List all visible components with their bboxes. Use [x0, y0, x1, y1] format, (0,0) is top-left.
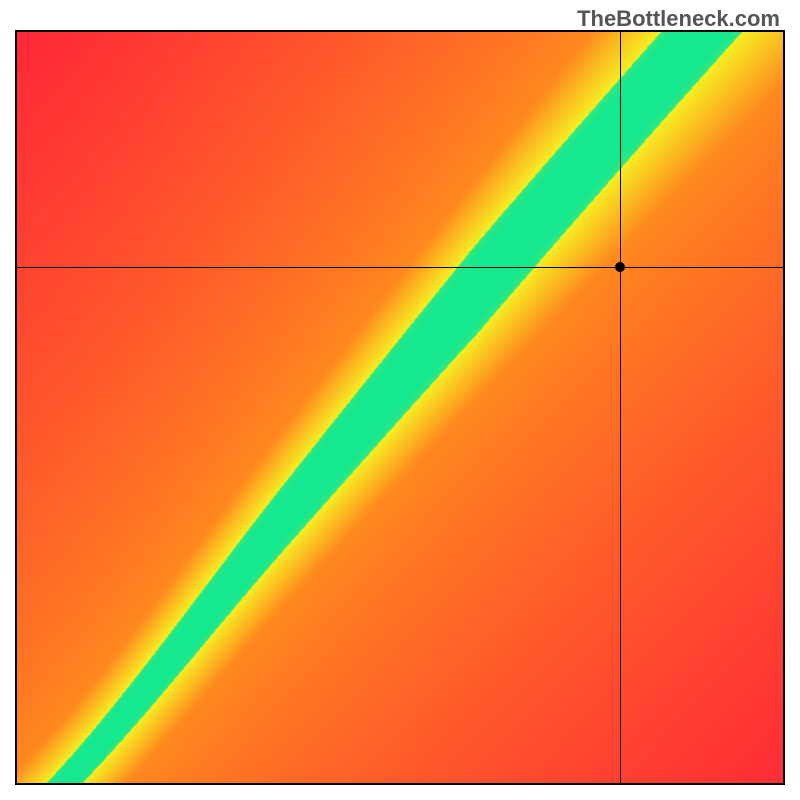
crosshair-horizontal: [17, 267, 783, 268]
heatmap-canvas: [17, 32, 783, 783]
chart-container: TheBottleneck.com: [0, 0, 800, 800]
crosshair-vertical: [620, 32, 621, 783]
bottleneck-heatmap: [15, 30, 785, 785]
data-point-marker: [615, 262, 625, 272]
watermark-text: TheBottleneck.com: [577, 6, 780, 32]
